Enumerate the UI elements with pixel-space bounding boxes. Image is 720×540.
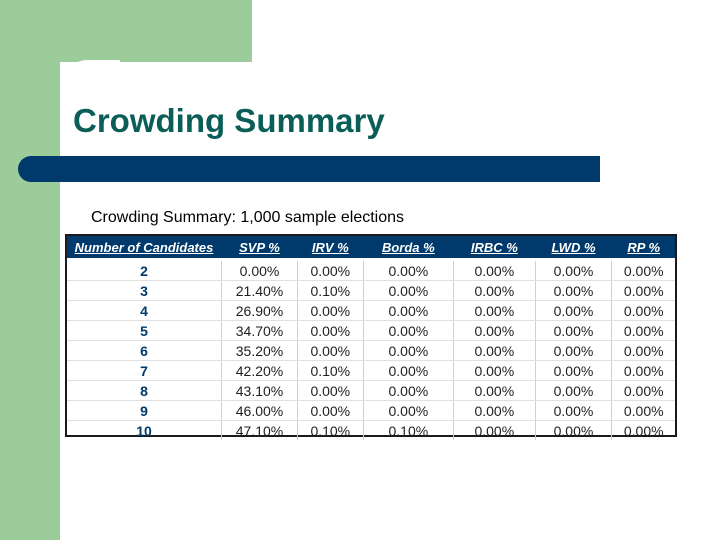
cell-irv: 0.00% [297,400,364,421]
cell-irbc: 0.00% [453,320,536,341]
cell-irbc: 0.00% [453,380,536,401]
cell-borda: 0.00% [363,380,455,401]
table-row: 10 47.10% 0.10% 0.10% 0.00% 0.00% 0.00% [67,420,675,440]
cell-svp: 42.20% [221,360,298,381]
header-borda: Borda % [363,236,455,258]
cell-lwd: 0.00% [535,261,613,281]
table-row: 6 35.20% 0.00% 0.00% 0.00% 0.00% 0.00% [67,340,675,361]
header-lwd: LWD % [535,236,613,258]
cell-candidates: 4 [67,300,222,321]
table-row: 7 42.20% 0.10% 0.00% 0.00% 0.00% 0.00% [67,360,675,381]
cell-irbc: 0.00% [453,420,536,440]
cell-irv: 0.00% [297,320,364,341]
table-row: 2 0.00% 0.00% 0.00% 0.00% 0.00% 0.00% [67,261,675,281]
cell-borda: 0.00% [363,280,455,301]
cell-lwd: 0.00% [535,300,613,321]
cell-irv: 0.00% [297,340,364,361]
crowding-summary-table: Number of Candidates SVP % IRV % Borda %… [67,236,675,440]
cell-irbc: 0.00% [453,261,536,281]
cell-irv: 0.00% [297,261,364,281]
table-row: 3 21.40% 0.10% 0.00% 0.00% 0.00% 0.00% [67,280,675,301]
cell-borda: 0.00% [363,261,455,281]
cell-candidates: 8 [67,380,222,401]
title-divider-bar [18,156,600,182]
cell-svp: 46.00% [221,400,298,421]
slide-corner [60,60,120,120]
cell-rp: 0.00% [611,360,675,381]
cell-rp: 0.00% [611,340,675,361]
cell-borda: 0.00% [363,340,455,361]
cell-irv: 0.10% [297,420,364,440]
cell-lwd: 0.00% [535,400,613,421]
cell-lwd: 0.00% [535,360,613,381]
cell-rp: 0.00% [611,400,675,421]
top-accent-block [0,0,252,62]
cell-svp: 35.20% [221,340,298,361]
slide-subtitle: Crowding Summary: 1,000 sample elections [91,209,405,226]
cell-borda: 0.10% [363,420,455,440]
table-header-row: Number of Candidates SVP % IRV % Borda %… [67,236,675,258]
cell-svp: 21.40% [221,280,298,301]
cell-candidates: 5 [67,320,222,341]
cell-lwd: 0.00% [535,380,613,401]
cell-borda: 0.00% [363,320,455,341]
cell-rp: 0.00% [611,380,675,401]
cell-svp: 43.10% [221,380,298,401]
cell-rp: 0.00% [611,280,675,301]
header-rp: RP % [627,239,661,255]
cell-lwd: 0.00% [535,420,613,440]
cell-irv: 0.00% [297,380,364,401]
cell-irbc: 0.00% [453,400,536,421]
cell-candidates: 7 [67,360,222,381]
cell-candidates: 2 [67,261,222,281]
cell-irv: 0.00% [297,300,364,321]
cell-lwd: 0.00% [535,280,613,301]
cell-svp: 0.00% [221,261,298,281]
cell-irbc: 0.00% [453,300,536,321]
header-irv: IRV % [297,236,364,258]
header-svp: SVP % [221,236,298,258]
cell-borda: 0.00% [363,300,455,321]
cell-rp: 0.00% [611,261,675,281]
cell-borda: 0.00% [363,360,455,381]
cell-irbc: 0.00% [453,360,536,381]
cell-rp: 0.00% [611,320,675,341]
cell-svp: 26.90% [221,300,298,321]
cell-irv: 0.10% [297,360,364,381]
cell-irv: 0.10% [297,280,364,301]
cell-irbc: 0.00% [453,280,536,301]
slide-title: Crowding Summary [73,102,385,139]
cell-candidates: 10 [67,420,222,440]
header-number-of-candidates: Number of Candidates [67,236,222,258]
header-irbc: IRBC % [453,236,536,258]
cell-borda: 0.00% [363,400,455,421]
cell-rp: 0.00% [611,300,675,321]
cell-candidates: 3 [67,280,222,301]
cell-svp: 47.10% [221,420,298,440]
cell-irbc: 0.00% [453,340,536,361]
cell-candidates: 6 [67,340,222,361]
table-row: 4 26.90% 0.00% 0.00% 0.00% 0.00% 0.00% [67,300,675,321]
crowding-table-container: Number of Candidates SVP % IRV % Borda %… [65,234,677,440]
table-row: 5 34.70% 0.00% 0.00% 0.00% 0.00% 0.00% [67,320,675,341]
cell-rp: 0.00% [623,422,664,439]
left-accent-strip [0,0,60,540]
cell-candidates: 9 [67,400,222,421]
cell-svp: 34.70% [221,320,298,341]
cell-lwd: 0.00% [535,320,613,341]
table-row: 8 43.10% 0.00% 0.00% 0.00% 0.00% 0.00% [67,380,675,401]
table-row: 9 46.00% 0.00% 0.00% 0.00% 0.00% 0.00% [67,400,675,421]
cell-lwd: 0.00% [535,340,613,361]
